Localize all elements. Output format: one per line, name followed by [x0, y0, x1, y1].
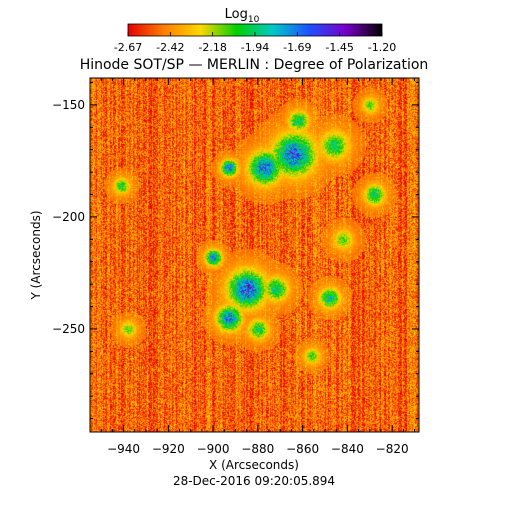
x-tick-label: −940	[107, 442, 140, 456]
colorbar-tick-label: -1.45	[325, 41, 353, 54]
colorbar: Log10 -2.67 -2.42 -2.18 -1.94 -1.69 -1.45 -1.2…	[114, 7, 396, 54]
y-tick-label: −250	[52, 322, 85, 336]
colorbar-tick-label: -2.18	[198, 41, 226, 54]
plot-area: −940 −920 −900 −880 −860 −840 −820 −150 −200 −25…	[52, 77, 420, 456]
x-tick-label: −820	[376, 442, 409, 456]
colorbar-tick-label: -1.20	[368, 41, 396, 54]
heatmap-image	[90, 78, 419, 432]
y-tick-label: −150	[52, 98, 85, 112]
x-tick-label: −920	[152, 442, 185, 456]
colorbar-tick-label: -2.42	[156, 41, 184, 54]
x-tick-label: −840	[331, 442, 364, 456]
colorbar-tick-label: -1.94	[241, 41, 269, 54]
colorbar-tick-label: -1.69	[283, 41, 311, 54]
x-tick-label: −860	[286, 442, 319, 456]
colorbar-label: Log10	[225, 7, 260, 25]
colorbar-tick-label: -2.67	[114, 41, 142, 54]
plot-frame	[89, 77, 420, 433]
y-axis: −150 −200 −250	[52, 81, 419, 420]
x-axis: −940 −920 −900 −880 −860 −840 −820	[100, 78, 416, 456]
x-tick-label: −880	[241, 442, 274, 456]
x-tick-label: −900	[197, 442, 230, 456]
colorbar-ticks: -2.67 -2.42 -2.18 -1.94 -1.69 -1.45 -1.20	[114, 32, 396, 54]
x-axis-label: X (Arcseconds)	[209, 458, 299, 472]
y-axis-label: Y (Arcseconds)	[29, 210, 43, 300]
y-tick-label: −200	[52, 210, 85, 224]
chart-title: Hinode SOT/SP — MERLIN : Degree of Polar…	[80, 57, 429, 73]
timestamp: 28-Dec-2016 09:20:05.894	[173, 474, 335, 488]
